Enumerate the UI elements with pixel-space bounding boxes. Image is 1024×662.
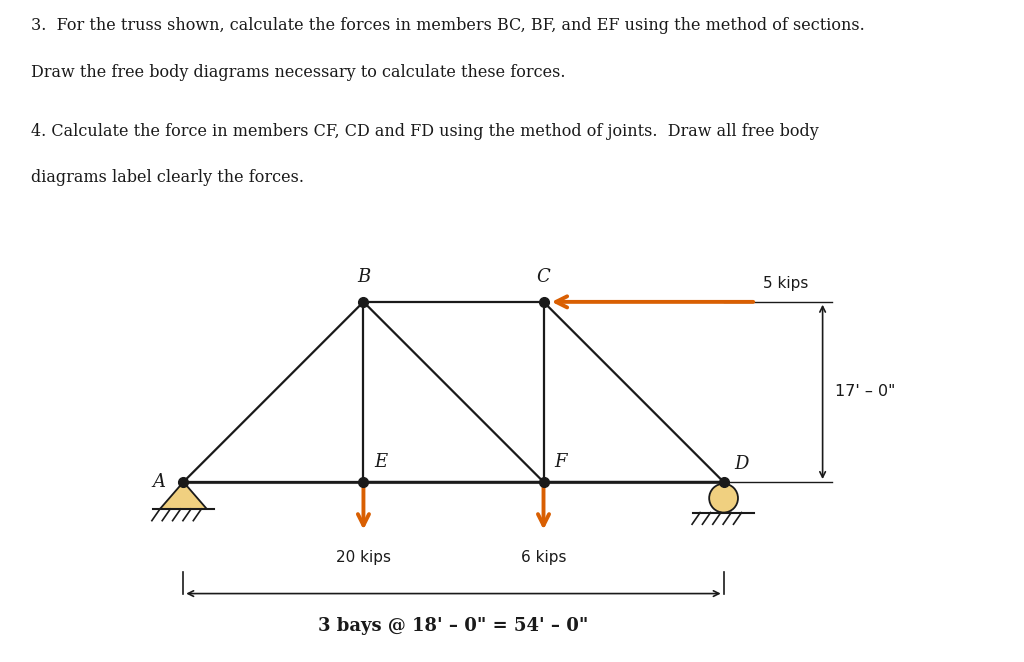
Text: 17' – 0": 17' – 0"	[836, 385, 896, 399]
Text: D: D	[734, 455, 749, 473]
Text: 5 kips: 5 kips	[763, 276, 809, 291]
Text: diagrams label clearly the forces.: diagrams label clearly the forces.	[31, 169, 304, 187]
Text: 20 kips: 20 kips	[336, 550, 391, 565]
Text: F: F	[554, 453, 567, 471]
Text: B: B	[356, 267, 370, 286]
Text: 4. Calculate the force in members CF, CD and FD using the method of joints.  Dra: 4. Calculate the force in members CF, CD…	[31, 123, 818, 140]
Text: A: A	[153, 473, 166, 491]
Text: 6 kips: 6 kips	[521, 550, 566, 565]
Text: 3.  For the truss shown, calculate the forces in members BC, BF, and EF using th: 3. For the truss shown, calculate the fo…	[31, 17, 864, 34]
Text: E: E	[374, 453, 387, 471]
Polygon shape	[160, 482, 207, 509]
Text: 3 bays @ 18' – 0" = 54' – 0": 3 bays @ 18' – 0" = 54' – 0"	[318, 617, 589, 635]
Text: Draw the free body diagrams necessary to calculate these forces.: Draw the free body diagrams necessary to…	[31, 64, 565, 81]
Circle shape	[710, 484, 738, 512]
Text: C: C	[537, 267, 550, 286]
